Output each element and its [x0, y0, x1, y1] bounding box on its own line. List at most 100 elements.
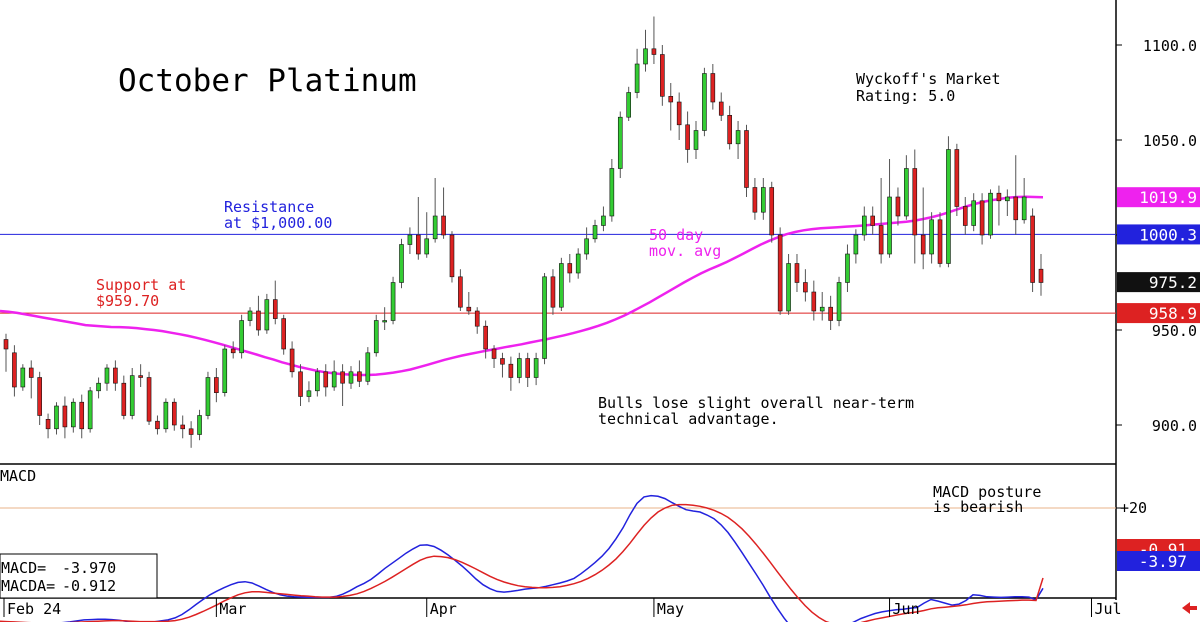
candle-body-up [559, 263, 564, 308]
resistance-label-1: Resistance [224, 198, 314, 216]
candle [861, 206, 867, 241]
resistance-price-tag: 1000.3 [1117, 224, 1200, 245]
candle-body-down [281, 318, 286, 350]
candle-body-up [365, 352, 371, 382]
date-tick-label: Apr [430, 600, 457, 618]
back-arrow-icon[interactable] [1182, 602, 1197, 614]
candle [525, 352, 531, 387]
candle-body-down [996, 192, 1002, 202]
candle-body-down [828, 306, 833, 321]
candle [516, 352, 522, 384]
candle [786, 254, 791, 315]
candle-body-down [155, 420, 160, 430]
candle [289, 341, 295, 378]
price-tick-label: 1050.0 [1143, 132, 1197, 150]
candle-body-up [382, 320, 387, 323]
candle-body-up [643, 48, 648, 65]
candle [702, 67, 707, 137]
resistance-label-2: at $1,000.00 [224, 214, 332, 232]
candle-body-down [1038, 268, 1044, 283]
candle [222, 345, 228, 397]
candle-body-up [163, 401, 169, 430]
candle-body-down [962, 206, 968, 226]
note-line-2: technical advantage. [598, 410, 779, 428]
candle-body-down [727, 115, 732, 145]
macda-readout-value: -0.912 [62, 577, 116, 595]
candle [104, 364, 110, 391]
candle [205, 371, 211, 420]
price-tick-label: 900.0 [1152, 417, 1197, 435]
candle [769, 181, 775, 243]
candle [79, 394, 85, 439]
candle [1030, 208, 1035, 292]
candle-body-up [609, 168, 615, 217]
candle [171, 398, 177, 431]
candle-body-down [298, 371, 303, 397]
candle [617, 111, 623, 178]
candle [803, 269, 808, 302]
candle-body-down [651, 48, 657, 55]
price-tags: 1019.9 1000.3 975.2 958.9 [1117, 187, 1200, 324]
candle [878, 178, 884, 264]
candle-body-up [929, 219, 934, 255]
macd-indicator [0, 494, 1122, 622]
candle [121, 375, 127, 420]
candle-body-up [946, 149, 951, 264]
candle-body-down [289, 348, 295, 373]
candle [138, 364, 143, 387]
macda-readout-label: MACDA= [1, 577, 55, 595]
candle-body-down [3, 339, 9, 350]
candle [54, 402, 59, 435]
support-price-tag-bg [1117, 303, 1200, 324]
candle [685, 111, 690, 163]
candle [163, 398, 169, 433]
candle [643, 29, 648, 72]
candle-body-up [575, 253, 581, 274]
candle [752, 178, 758, 220]
last-price-tag-label: 975.2 [1149, 273, 1197, 292]
candle-body-down [752, 187, 758, 213]
candle [912, 149, 918, 264]
candle-body-up [399, 244, 404, 283]
candle-body-up [702, 73, 707, 131]
macd-readout-value: -3.970 [62, 559, 116, 577]
candle-body-up [601, 215, 606, 226]
candle [887, 159, 892, 258]
candle [559, 257, 564, 311]
candle [129, 368, 135, 420]
candle-body-down [895, 196, 901, 217]
candle-body-down [567, 263, 573, 274]
candle [660, 45, 665, 106]
candle [601, 206, 606, 232]
candle-body-up [315, 371, 320, 392]
candle [239, 314, 244, 359]
candle [777, 227, 783, 315]
candle [870, 206, 876, 235]
candle [718, 92, 724, 121]
candle-body-down [777, 234, 783, 312]
candle-body-down [660, 54, 665, 97]
macd-note-line-1: MACD posture [933, 483, 1041, 501]
candle [373, 314, 379, 357]
candle [1013, 155, 1019, 235]
candle-body-down [1030, 215, 1035, 283]
date-tick-label: Jun [893, 600, 920, 618]
last-price-tag: 975.2 [1117, 272, 1200, 293]
candle-body-up [432, 215, 438, 240]
candle [306, 381, 312, 403]
price-tick-label: 1100.0 [1143, 37, 1197, 55]
candle [365, 347, 371, 386]
candle-body-up [971, 200, 976, 226]
ma-label-1: 50 day [649, 226, 703, 244]
candle-body-up [222, 348, 228, 394]
candle [45, 413, 51, 439]
candle [668, 83, 674, 131]
candle-body-up [735, 130, 741, 145]
candle [811, 280, 817, 321]
candle [735, 121, 741, 159]
candle-body-down [685, 124, 690, 150]
candle-body-up [1005, 196, 1010, 202]
candle [853, 229, 859, 264]
candle [946, 136, 951, 268]
candle [28, 360, 34, 399]
